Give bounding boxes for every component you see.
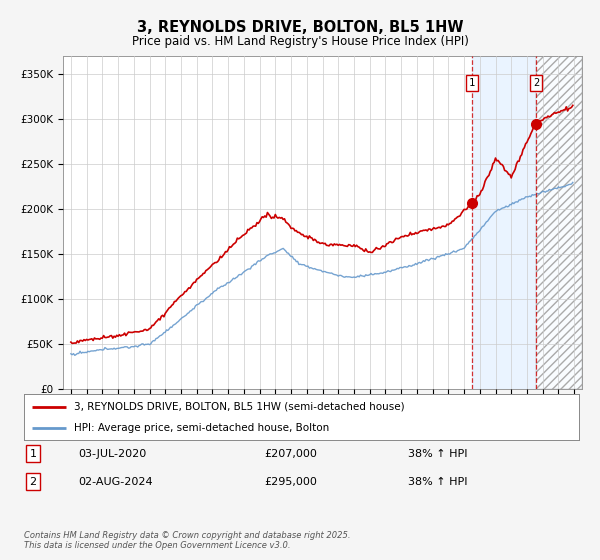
Text: 38% ↑ HPI: 38% ↑ HPI (408, 449, 467, 459)
Text: 3, REYNOLDS DRIVE, BOLTON, BL5 1HW: 3, REYNOLDS DRIVE, BOLTON, BL5 1HW (137, 20, 463, 35)
Text: 3, REYNOLDS DRIVE, BOLTON, BL5 1HW (semi-detached house): 3, REYNOLDS DRIVE, BOLTON, BL5 1HW (semi… (74, 402, 404, 412)
Text: 03-JUL-2020: 03-JUL-2020 (78, 449, 146, 459)
Text: 1: 1 (469, 78, 475, 88)
Text: 2: 2 (29, 477, 37, 487)
Bar (536, 56, 582, 389)
Text: 1: 1 (29, 449, 37, 459)
Bar (536, 56, 582, 389)
Text: £207,000: £207,000 (264, 449, 317, 459)
Bar (536, 56, 582, 389)
Text: Contains HM Land Registry data © Crown copyright and database right 2025.
This d: Contains HM Land Registry data © Crown c… (24, 530, 350, 550)
Bar (472, 56, 536, 389)
Text: 2: 2 (533, 78, 539, 88)
Text: 02-AUG-2024: 02-AUG-2024 (78, 477, 152, 487)
Text: £295,000: £295,000 (264, 477, 317, 487)
Text: HPI: Average price, semi-detached house, Bolton: HPI: Average price, semi-detached house,… (74, 423, 329, 433)
Text: 38% ↑ HPI: 38% ↑ HPI (408, 477, 467, 487)
Text: Price paid vs. HM Land Registry's House Price Index (HPI): Price paid vs. HM Land Registry's House … (131, 35, 469, 48)
